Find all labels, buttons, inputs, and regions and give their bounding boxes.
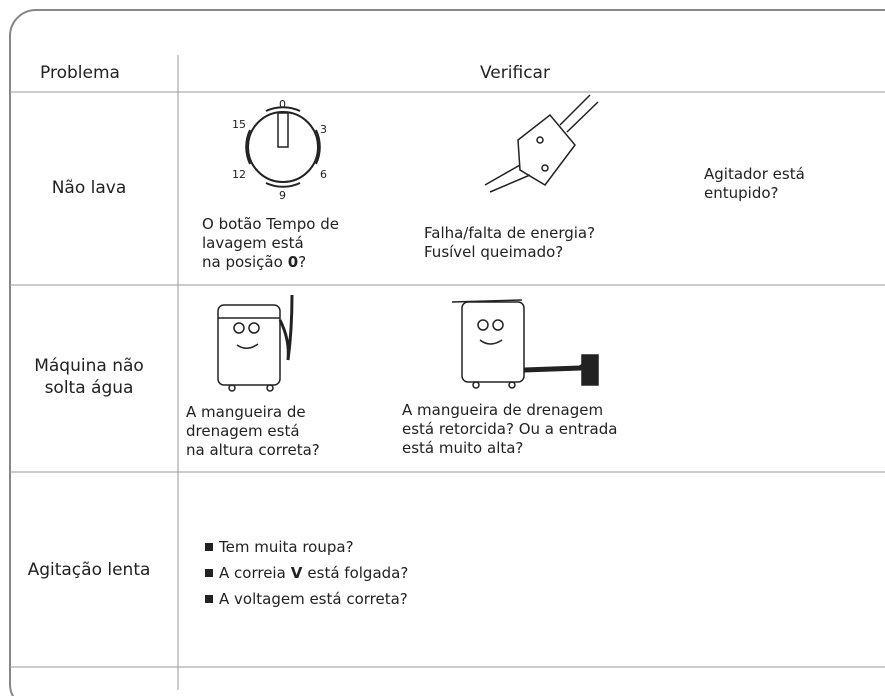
text-line: entupido? bbox=[704, 184, 779, 202]
dial-label: 15 bbox=[232, 118, 246, 131]
text-line: drenagem está bbox=[186, 422, 300, 440]
problem: Não lava bbox=[0, 177, 178, 199]
text-line: está retorcida? Ou a entrada bbox=[402, 420, 618, 438]
text: A voltagem está correta? bbox=[219, 590, 408, 608]
header-check: Verificar bbox=[480, 63, 550, 83]
text-line: Falha/falta de energia? bbox=[424, 224, 596, 242]
bullet: A voltagem está correta? bbox=[205, 586, 408, 612]
text-line: lavagem está bbox=[202, 234, 304, 252]
washer-icon bbox=[217, 294, 294, 392]
problem-line: Não lava bbox=[51, 178, 127, 198]
problem: Agitação lenta bbox=[0, 559, 178, 581]
bold-text: V bbox=[290, 564, 303, 582]
text-line: Agitador está bbox=[704, 165, 805, 183]
bold-text: 0 bbox=[287, 253, 299, 271]
plug-icon bbox=[484, 94, 599, 193]
header-problem: Problema bbox=[40, 63, 120, 83]
dial-label: 3 bbox=[320, 123, 327, 136]
text-line: A mangueira de bbox=[186, 403, 306, 421]
check-text: A mangueira de drenagem está na altura c… bbox=[186, 403, 320, 460]
text-line: A mangueira de drenagem bbox=[402, 401, 604, 419]
dial-label: 0 bbox=[279, 98, 286, 111]
problem-line: solta água bbox=[44, 378, 134, 398]
text-line: Fusível queimado? bbox=[424, 243, 564, 261]
text: está folgada? bbox=[307, 564, 409, 582]
check-text: Agitador está entupido? bbox=[704, 165, 805, 203]
text: na posição bbox=[202, 253, 283, 271]
problem: Máquina não solta água bbox=[0, 355, 178, 399]
text: Tem muita roupa? bbox=[219, 538, 354, 556]
dial-label: 9 bbox=[279, 189, 286, 202]
problem-line: Agitação lenta bbox=[27, 560, 151, 580]
text-line: está muito alta? bbox=[402, 439, 524, 457]
text-line: na posição 0? bbox=[202, 253, 339, 272]
text: A correia bbox=[219, 564, 286, 582]
check-text: O botão Tempo de lavagem está na posição… bbox=[202, 215, 339, 272]
washer-icon bbox=[451, 299, 599, 389]
dial-icon bbox=[245, 106, 321, 188]
dial-label: 6 bbox=[320, 168, 327, 181]
check-text: A mangueira de drenagem está retorcida? … bbox=[402, 401, 617, 458]
text-line: na altura correta? bbox=[186, 441, 320, 459]
text: ? bbox=[298, 253, 307, 271]
dial-label: 12 bbox=[232, 168, 246, 181]
problem-line: Máquina não bbox=[34, 356, 144, 376]
bullet: Tem muita roupa? bbox=[205, 534, 408, 560]
check-text: Falha/falta de energia? Fusível queimado… bbox=[424, 224, 595, 262]
text-line: O botão Tempo de bbox=[202, 215, 339, 233]
